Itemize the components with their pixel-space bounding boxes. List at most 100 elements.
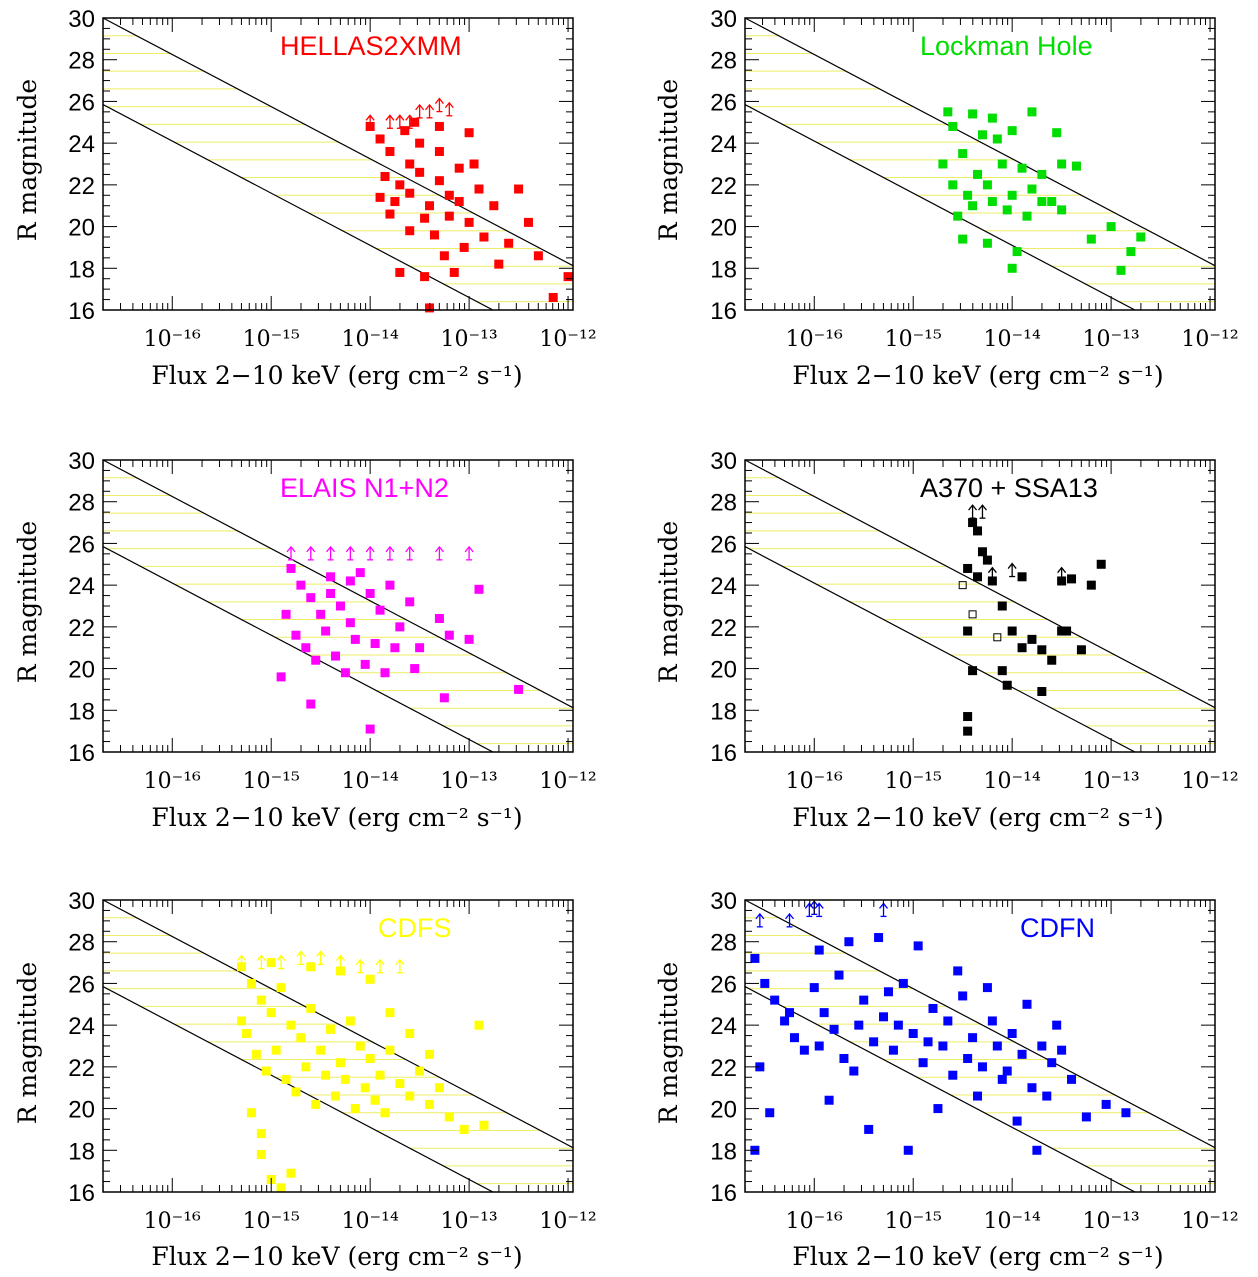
y-tick-label: 16 [68, 298, 95, 325]
data-point [1002, 205, 1012, 215]
y-tick-label: 18 [68, 698, 95, 725]
data-point [1007, 626, 1017, 636]
data-point [1022, 211, 1032, 221]
data-point [997, 601, 1007, 611]
data-point [266, 958, 276, 968]
data-point [834, 970, 844, 980]
data-point [1007, 190, 1017, 200]
data-point [360, 1083, 370, 1093]
data-point [425, 201, 435, 211]
data-point [1032, 1145, 1042, 1155]
open-data-point [968, 610, 977, 619]
data-point [237, 1016, 247, 1026]
plot-area: 10⁻¹⁶ 10⁻¹⁵ 10⁻¹⁴ 10⁻¹³ 10⁻¹² 16 18 20 22 24 26 28 3… [68, 448, 596, 794]
data-point [365, 588, 375, 598]
x-tick-label: 10⁻¹⁵ [243, 1209, 300, 1234]
data-point [415, 138, 425, 148]
x-tick-label: 10⁻¹⁵ [885, 769, 942, 794]
data-point [370, 1095, 380, 1105]
data-point [410, 117, 420, 127]
data-point [400, 126, 410, 136]
data-point [1057, 205, 1067, 215]
y-tick-label: 20 [710, 657, 737, 684]
hatched-band [745, 18, 1215, 310]
data-point [335, 601, 345, 611]
x-tick-label: 10⁻¹⁵ [885, 1209, 942, 1234]
data-point [1007, 126, 1017, 136]
upper-limit-arrow [785, 912, 795, 928]
y-tick-label: 20 [68, 1097, 95, 1124]
data-point [316, 609, 326, 619]
data-point [385, 1008, 395, 1018]
upper-limit-arrow [395, 114, 405, 129]
data-point [350, 1104, 360, 1114]
data-point [879, 1012, 889, 1022]
data-point [1106, 222, 1116, 232]
data-point [1071, 161, 1081, 171]
data-point [953, 966, 963, 976]
panel-title: HELLAS2XMM [280, 31, 462, 61]
data-point [765, 1108, 775, 1118]
x-tick-label: 10⁻¹⁴ [342, 769, 399, 794]
data-point [1052, 1020, 1062, 1030]
y-axis-label: R magnitude [654, 521, 683, 683]
data-point [504, 238, 514, 248]
x-tick-label: 10⁻¹⁵ [243, 327, 300, 352]
panel-a370-ssa13: 10⁻¹⁶ 10⁻¹⁵ 10⁻¹⁴ 10⁻¹³ 10⁻¹² 16 18 20 22 24 26 28 3… [654, 448, 1239, 832]
data-point [963, 626, 973, 636]
plot-area: 10⁻¹⁶ 10⁻¹⁵ 10⁻¹⁴ 10⁻¹³ 10⁻¹² 16 18 20 22 24 26 28 3… [68, 6, 596, 352]
x-axis-label: Flux 2−10 keV (erg cm⁻² s⁻¹) [792, 361, 1163, 390]
hatched-band [745, 460, 1215, 752]
data-point [963, 726, 973, 736]
band-upper-line [745, 460, 1215, 709]
data-point [888, 1045, 898, 1055]
data-point [770, 995, 780, 1005]
data-point [1002, 1066, 1012, 1076]
data-point [360, 659, 370, 669]
data-point [405, 597, 415, 607]
band-lower-line [745, 546, 1137, 752]
upper-limit-arrow [286, 545, 296, 561]
y-tick-label: 26 [68, 971, 95, 998]
data-point [523, 217, 533, 227]
data-point [395, 622, 405, 632]
data-point [918, 1058, 928, 1068]
data-point [824, 1095, 834, 1105]
data-point [340, 668, 350, 678]
data-point [420, 213, 430, 223]
data-point [291, 630, 301, 640]
y-tick-label: 26 [710, 89, 737, 116]
upper-limit-arrow [385, 545, 395, 561]
x-tick-label: 10⁻¹⁶ [144, 327, 201, 352]
x-axis-label: Flux 2−10 keV (erg cm⁻² s⁻¹) [792, 1242, 1163, 1271]
upper-limit-arrow [375, 958, 385, 974]
y-tick-label: 24 [710, 573, 737, 600]
upper-limit-arrow [365, 114, 375, 129]
hatched-band [103, 460, 573, 752]
data-point [286, 1020, 296, 1030]
data-point [355, 568, 365, 578]
data-point [1027, 107, 1037, 117]
data-point [982, 180, 992, 190]
upper-limit-arrow [415, 103, 425, 119]
band-lower-line [745, 986, 1137, 1192]
y-tick-label: 30 [68, 448, 95, 475]
data-point [256, 995, 266, 1005]
data-point [241, 1028, 251, 1038]
data-point [321, 626, 331, 636]
data-point [345, 576, 355, 586]
y-tick-label: 24 [68, 131, 95, 158]
data-point [963, 563, 973, 573]
data-point [869, 1037, 879, 1047]
data-point [1057, 1045, 1067, 1055]
data-point [291, 1087, 301, 1097]
data-point [459, 242, 469, 252]
x-tick-label: 10⁻¹⁶ [786, 769, 843, 794]
x-tick-label: 10⁻¹⁴ [342, 1209, 399, 1234]
data-point [948, 1070, 958, 1080]
data-point [385, 146, 395, 156]
data-point [335, 1058, 345, 1068]
data-point [410, 664, 420, 674]
open-data-point [993, 633, 1002, 642]
